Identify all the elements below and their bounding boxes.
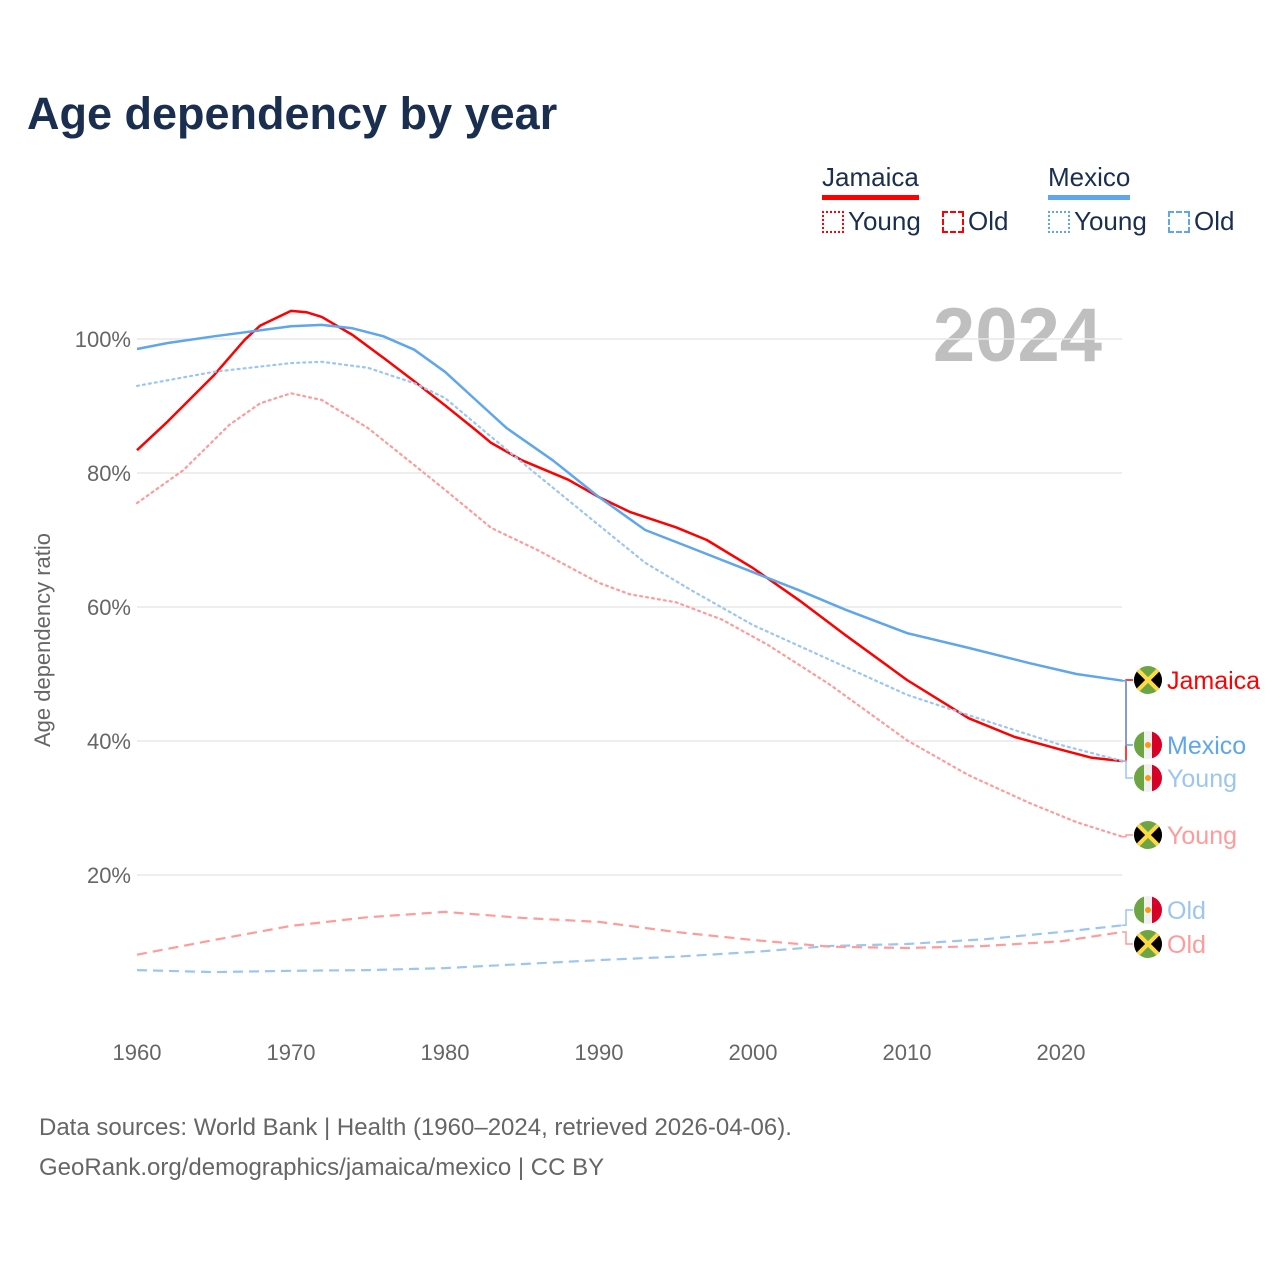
flag-red: [1152, 764, 1162, 792]
y-tick-label: 60%: [87, 595, 131, 620]
x-tick-label: 1980: [421, 1040, 470, 1065]
series-end-label: Old: [1167, 931, 1206, 959]
flag-body: [1134, 731, 1162, 759]
mexico-flag-icon: [1134, 896, 1162, 924]
flag-black: [1148, 666, 1162, 694]
mexico-flag-icon: [1134, 731, 1162, 759]
flag-saltire: [1134, 821, 1162, 849]
series-line-mexico-old: [136, 924, 1123, 974]
x-tick-label: 2000: [729, 1040, 778, 1065]
label-connector: [1122, 760, 1133, 779]
line-chart: 20% 40% 60% 80% 100% 1960 1970 1980 1990 2000 2010…: [30, 309, 1260, 1065]
jamaica-flag-icon: [1134, 821, 1162, 849]
label-connector: [1122, 834, 1133, 838]
flag-red: [1152, 731, 1162, 759]
flag-black: [1134, 930, 1148, 958]
series-line-jamaica: [136, 309, 1123, 763]
y-axis-label: Age dependency ratio: [30, 533, 55, 747]
series-end-label: Jamaica: [1167, 667, 1260, 695]
series-line-mexico-young: [135, 360, 1124, 763]
label-connector: [1122, 931, 1133, 945]
y-tick-label: 20%: [87, 863, 131, 888]
flag-body: [1134, 764, 1162, 792]
legend-old-label: Old: [968, 206, 1009, 236]
label-connector: [1122, 679, 1133, 746]
chart-title: Age dependency by year: [27, 88, 558, 139]
label-connector: [1122, 679, 1133, 762]
footer: Data sources: World Bank | Health (1960–…: [39, 1108, 792, 1188]
x-tick-label: 2010: [883, 1040, 932, 1065]
series-line-jamaica-young: [135, 392, 1124, 838]
flag-black: [1134, 666, 1148, 694]
flag-saltire: [1134, 930, 1162, 958]
legend-old-label: Old: [1194, 206, 1235, 236]
year-badge: 2024: [932, 293, 1102, 378]
series-line-mexico: [136, 323, 1123, 682]
x-tick-label: 1990: [575, 1040, 624, 1065]
legend-jamaica-young[interactable]: Young: [822, 206, 921, 237]
legend-mexico-old[interactable]: Old: [1168, 206, 1234, 237]
x-tick-label: 2020: [1037, 1040, 1086, 1065]
jamaica-flag-icon: [1134, 930, 1162, 958]
dashed-swatch-icon: [942, 210, 964, 233]
flag-green: [1134, 896, 1144, 924]
flag-green: [1134, 731, 1144, 759]
flag-emblem: [1145, 775, 1151, 781]
series-line-jamaica-old: [136, 910, 1123, 956]
flag-body: [1134, 896, 1162, 924]
legend-young-label: Young: [1074, 206, 1147, 236]
flag-emblem: [1145, 907, 1151, 913]
y-tick-label: 100%: [75, 327, 131, 352]
legend-jamaica-label: Jamaica: [822, 162, 919, 200]
data-source: Data sources: World Bank | Health (1960–…: [39, 1114, 792, 1141]
flag-body: [1134, 821, 1162, 849]
series-end-label: Old: [1167, 897, 1206, 925]
flag-emblem: [1145, 742, 1151, 748]
series-end-label: Mexico: [1167, 732, 1246, 760]
jamaica-flag-icon: [1134, 666, 1162, 694]
flag-black: [1134, 821, 1148, 849]
mexico-flag-icon: [1134, 764, 1162, 792]
y-tick-label: 40%: [87, 729, 131, 754]
legend-mexico-label: Mexico: [1048, 162, 1131, 200]
flag-red: [1152, 896, 1162, 924]
x-tick-label: 1960: [113, 1040, 162, 1065]
flag-black: [1148, 821, 1162, 849]
label-connector: [1122, 909, 1133, 926]
legend-mexico[interactable]: Mexico Young Old: [1048, 162, 1234, 236]
dotted-swatch-icon: [1048, 210, 1070, 233]
x-tick-label: 1970: [267, 1040, 316, 1065]
source-link[interactable]: GeoRank.org/demographics/jamaica/mexico …: [39, 1154, 605, 1181]
flag-body: [1134, 666, 1162, 694]
series-end-label: Young: [1167, 822, 1237, 850]
legend-jamaica[interactable]: Jamaica Young Old: [822, 162, 1008, 236]
y-tick-label: 80%: [87, 461, 131, 486]
flag-black: [1148, 930, 1162, 958]
dashed-swatch-icon: [1168, 210, 1190, 233]
legend-mexico-young[interactable]: Young: [1048, 206, 1147, 237]
dotted-swatch-icon: [822, 210, 844, 233]
legend-young-label: Young: [848, 206, 921, 236]
flag-body: [1134, 930, 1162, 958]
flag-green: [1134, 764, 1144, 792]
series-end-label: Young: [1167, 765, 1237, 793]
flag-saltire: [1134, 666, 1162, 694]
legend-jamaica-old[interactable]: Old: [942, 206, 1008, 237]
